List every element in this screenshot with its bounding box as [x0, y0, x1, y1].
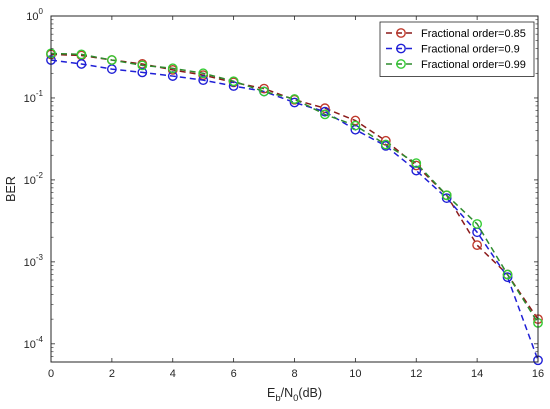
- series-line: [50, 52, 539, 324]
- data-point: [320, 106, 330, 117]
- legend-label: Fractional order=0.99: [421, 59, 526, 71]
- data-point: [380, 139, 391, 150]
- legend-label: Fractional order=0.9: [421, 44, 520, 56]
- series-line: [50, 59, 539, 361]
- data-point: [502, 269, 513, 280]
- data-point: [167, 63, 178, 74]
- x-axis-label-mid: /N: [281, 386, 294, 400]
- data-point: [320, 109, 330, 120]
- series-line: [50, 53, 539, 320]
- data-point: [320, 103, 330, 114]
- legend-item-2: Fractional order=0.9: [386, 44, 520, 56]
- x-axis-label-sub-b: b: [275, 393, 280, 404]
- data-point: [228, 76, 239, 87]
- y-tick-label: 10-3: [24, 253, 44, 269]
- x-tick-label: 4: [170, 368, 176, 380]
- y-tick-label: 10-1: [24, 89, 44, 105]
- x-tick-label: 0: [48, 368, 54, 380]
- data-point: [137, 60, 148, 71]
- y-tick-label: 10-2: [24, 171, 44, 187]
- legend-marker: [396, 43, 406, 54]
- data-point: [289, 94, 300, 104]
- data-point: [289, 97, 300, 108]
- x-tick-label: 8: [291, 368, 297, 380]
- data-point: [137, 67, 148, 78]
- data-point: [259, 86, 269, 97]
- y-axis-label: BER: [4, 176, 18, 202]
- ticks-layer: 0 2 4 6 8 10 12 14 16 10-4 10-3 10-2 10-1 100: [24, 7, 545, 380]
- legend-item-3: Fractional order=0.99: [386, 59, 526, 71]
- x-axis-label-tail: (dB): [298, 386, 322, 400]
- data-point: [502, 272, 513, 283]
- x-axis-label: Eb/N0(dB): [267, 386, 322, 404]
- data-point: [441, 190, 452, 201]
- data-point: [441, 193, 452, 203]
- data-point: [472, 219, 483, 229]
- y-tick-label: 100: [26, 7, 43, 23]
- x-tick-label: 16: [532, 368, 544, 380]
- data-point: [350, 115, 361, 126]
- series-layer: [46, 48, 543, 366]
- data-point: [198, 75, 209, 86]
- x-tick-label: 10: [349, 368, 361, 380]
- data-point: [259, 83, 269, 94]
- data-point: [411, 165, 422, 176]
- x-tick-label: 2: [109, 368, 115, 380]
- data-point: [411, 158, 422, 169]
- data-point: [350, 120, 361, 131]
- x-tick-label: 6: [231, 368, 237, 380]
- data-point: [472, 240, 483, 251]
- x-axis-label-sub-0: 0: [293, 393, 298, 404]
- data-point: [198, 68, 209, 79]
- x-tick-label: 14: [471, 368, 483, 380]
- data-point: [76, 49, 87, 60]
- legend-marker: [396, 28, 406, 38]
- legend-item-1: Fractional order=0.85: [386, 28, 526, 40]
- x-tick-label: 12: [410, 368, 422, 380]
- legend-marker: [396, 59, 406, 69]
- y-tick-label: 10-4: [24, 335, 44, 351]
- data-point: [76, 59, 87, 69]
- legend-label: Fractional order=0.85: [421, 28, 526, 40]
- x-axis-label-main: E: [267, 386, 275, 400]
- legend: Fractional order=0.85 Fractional order=0.…: [379, 21, 535, 77]
- data-point: [106, 55, 117, 65]
